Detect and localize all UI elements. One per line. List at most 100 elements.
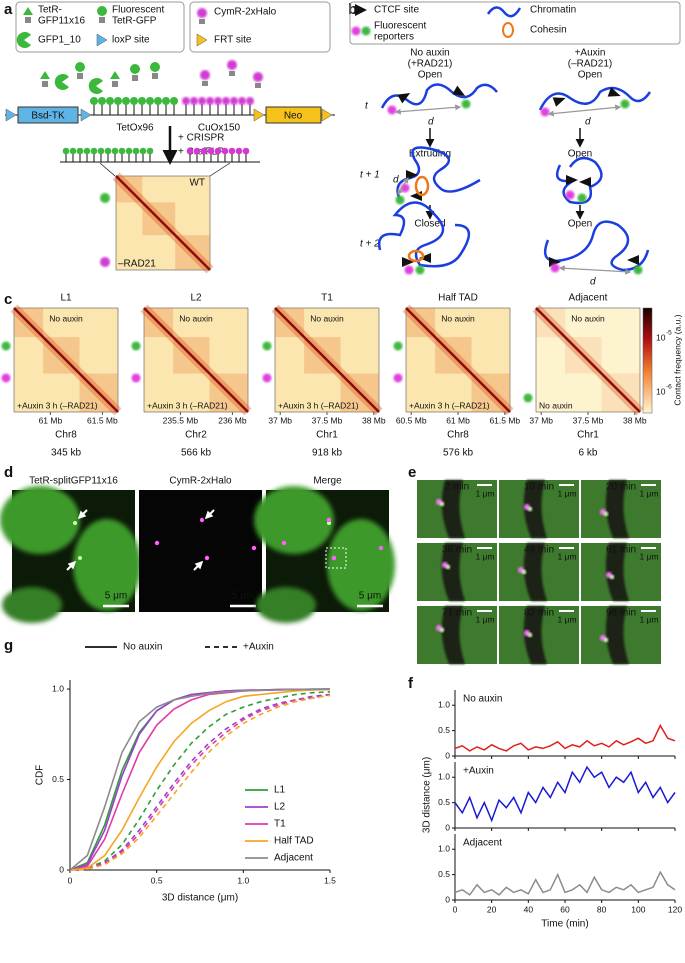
halo-bound [198, 97, 206, 105]
diagonal [405, 307, 511, 413]
x-axis-title: Time (min) [541, 919, 588, 930]
legend-label: T1 [274, 819, 286, 830]
reporter [1, 341, 11, 351]
spot [199, 517, 205, 523]
label: No auxin [310, 313, 344, 323]
halo-bound [214, 147, 222, 155]
label: reporters [374, 32, 414, 43]
stem-icon [202, 81, 208, 86]
label: +Auxin 3 h (–RAD21) [17, 400, 98, 410]
spot [331, 555, 337, 561]
y-tick-label: 0 [445, 894, 450, 904]
y-tick-label: 1.0 [438, 843, 450, 853]
label: 82 min [524, 608, 554, 619]
spot [281, 540, 287, 546]
cdf-line [69, 693, 331, 871]
dark-region [441, 606, 465, 664]
reporter [577, 193, 587, 203]
label: 49 min [524, 545, 554, 556]
halo-bound [235, 147, 243, 155]
label: No auxin [179, 313, 213, 323]
panel-label: g [4, 637, 13, 654]
ctcf [552, 97, 566, 107]
panel-label: d [4, 464, 13, 481]
gfp-icon [97, 6, 107, 16]
dark-region [441, 543, 465, 601]
label: 61 Mb [39, 415, 63, 425]
halo-icon [253, 72, 263, 82]
distance [394, 104, 462, 115]
chromatin-icon [486, 6, 522, 18]
spot [78, 556, 82, 560]
label: 1 μm [475, 551, 494, 561]
label: d [428, 117, 434, 128]
distance [558, 265, 632, 275]
halo-bound [230, 97, 238, 105]
label: 36 min [442, 545, 472, 556]
dark-region [605, 543, 629, 601]
chromatin [377, 201, 470, 268]
label: 1 μm [639, 551, 658, 561]
tetr-bound [97, 147, 105, 155]
dark-region [523, 606, 547, 664]
legend-box [349, 1, 681, 45]
neo-box [265, 106, 322, 124]
legend-label: L2 [274, 802, 286, 813]
legend-label: Half TAD [274, 836, 314, 847]
x-tick-label: 20 [487, 904, 497, 914]
label: FRT site [214, 35, 252, 46]
x-tick-label: 0 [453, 904, 458, 914]
line-series [454, 765, 676, 823]
diagonal [143, 307, 249, 413]
green-dot [100, 193, 110, 203]
spot [204, 555, 210, 561]
label: (–RAD21) [568, 59, 612, 70]
label: 37 Mb [529, 415, 553, 425]
legend-box [189, 1, 331, 53]
guide [209, 162, 231, 177]
label: d [585, 117, 591, 128]
tetr-bound [104, 147, 112, 155]
label: 918 kb [312, 448, 342, 459]
cohesin [407, 249, 425, 263]
label: 5 μm [232, 591, 254, 602]
label: WT [189, 178, 205, 189]
label: 10 min [524, 482, 554, 493]
pointer [77, 509, 88, 520]
label: 1 μm [557, 551, 576, 561]
ctcf-icon [355, 4, 367, 16]
halo-bound [221, 147, 229, 155]
label: Open [418, 70, 442, 81]
halo-bound [246, 97, 254, 105]
panel-label: b [348, 1, 357, 18]
chromatin [538, 86, 652, 111]
diagonal [535, 307, 641, 413]
label: Bsd-TK [31, 111, 65, 122]
label: Extruding [409, 149, 451, 160]
reporter [523, 393, 533, 403]
cdf-line [69, 691, 331, 871]
label: 1 μm [475, 488, 494, 498]
label: Cohesin [530, 25, 567, 36]
label: 10 [656, 332, 666, 342]
spot [73, 521, 77, 525]
gfp1-10-icon [16, 31, 31, 48]
label: 1 μm [639, 488, 658, 498]
reporter [620, 99, 630, 109]
tetr-bound [132, 147, 140, 155]
halo-bound [214, 97, 222, 105]
label: + CRISPR [178, 133, 224, 144]
label: Open [568, 219, 592, 230]
spot [527, 632, 533, 638]
label: 1 μm [557, 488, 576, 498]
site-icon [5, 108, 17, 122]
tetr-bound [76, 147, 84, 155]
reporter [262, 341, 272, 351]
pointer [193, 560, 204, 571]
label: -6 [666, 384, 672, 391]
spot [521, 569, 527, 575]
label: CymR-2xHalo [214, 7, 277, 18]
nucleus [0, 486, 80, 554]
label: 10 [656, 386, 666, 396]
tetr-bound [98, 97, 106, 105]
